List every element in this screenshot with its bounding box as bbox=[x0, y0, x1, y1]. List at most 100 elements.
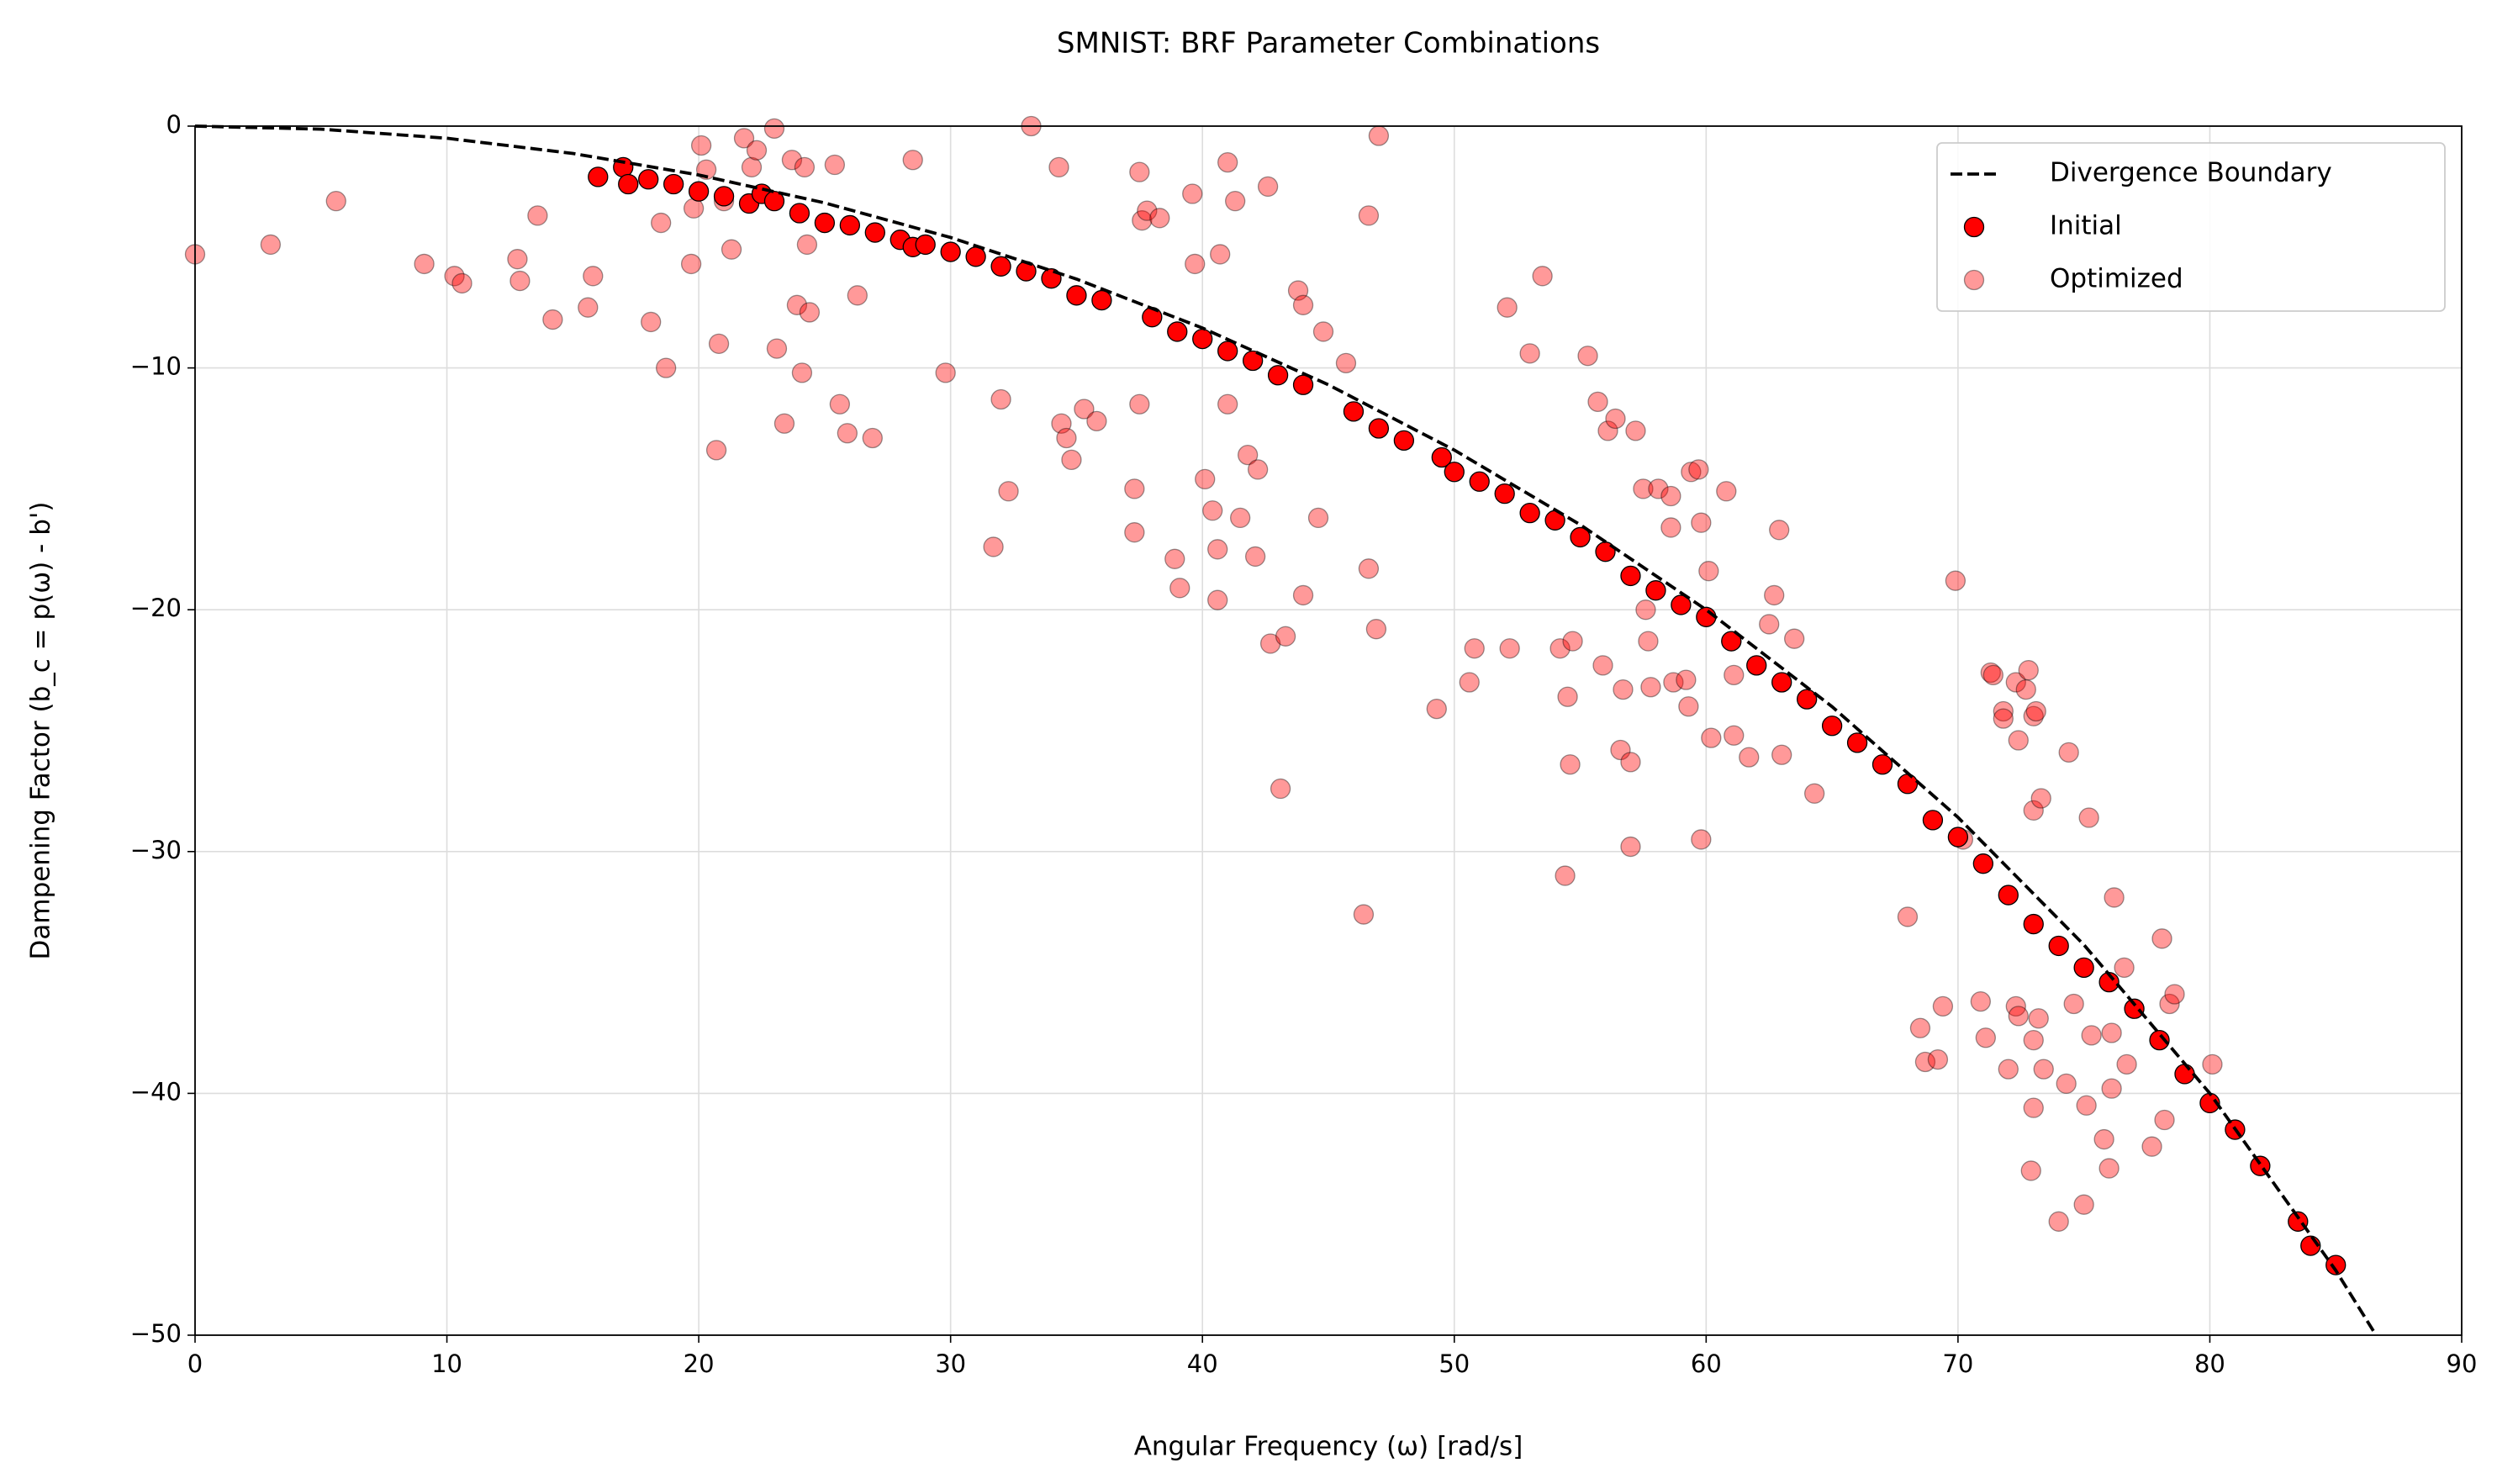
scatter-point bbox=[1625, 420, 1646, 441]
scatter-point bbox=[1613, 679, 1634, 700]
scatter-point bbox=[1998, 1059, 2019, 1080]
scatter-point bbox=[2164, 984, 2185, 1005]
scatter-point bbox=[1358, 205, 1380, 226]
scatter-point bbox=[1061, 449, 1082, 471]
scatter-point bbox=[1897, 906, 1919, 927]
scatter-point bbox=[1124, 522, 1145, 543]
scatter-point bbox=[1871, 754, 1893, 775]
scatter-point bbox=[1592, 655, 1613, 676]
scatter-point bbox=[1671, 594, 1692, 615]
scatter-point bbox=[1292, 584, 1314, 606]
scatter-point bbox=[1242, 350, 1264, 372]
scatter-point bbox=[1016, 261, 1037, 282]
scatter-point bbox=[1048, 156, 1069, 178]
scatter-point bbox=[746, 140, 768, 161]
scatter-point bbox=[509, 270, 531, 292]
scatter-point bbox=[618, 173, 639, 195]
scatter-point bbox=[325, 191, 346, 212]
boundary-line bbox=[194, 124, 2378, 1337]
scatter-point bbox=[1678, 696, 1699, 717]
scatter-point bbox=[1365, 619, 1387, 640]
scatter-point bbox=[1142, 307, 1163, 328]
scatter-point bbox=[2073, 1194, 2094, 1215]
scatter-point bbox=[1947, 826, 1969, 848]
scatter-point bbox=[1914, 1051, 1936, 1073]
scatter-point bbox=[837, 423, 858, 444]
scatter-point bbox=[1698, 561, 1719, 582]
scatter-point bbox=[1259, 633, 1281, 654]
scatter-point bbox=[1368, 125, 1390, 146]
scatter-point bbox=[990, 256, 1011, 277]
scatter-point bbox=[1066, 285, 1087, 306]
scatter-point bbox=[2063, 993, 2084, 1015]
scatter-point bbox=[1797, 689, 1818, 710]
scatter-point bbox=[983, 536, 1004, 557]
scatter-point bbox=[1648, 478, 1669, 499]
x-tick-label: 70 bbox=[1942, 1349, 1973, 1378]
scatter-point bbox=[766, 338, 788, 359]
scatter-point bbox=[2018, 659, 2039, 681]
scatter-point bbox=[1393, 430, 1415, 452]
scatter-point bbox=[2023, 1097, 2044, 1118]
y-tick-label: −50 bbox=[130, 1319, 182, 1348]
scatter-point bbox=[1257, 176, 1279, 198]
x-tick-label: 10 bbox=[431, 1349, 462, 1378]
scatter-point bbox=[1124, 478, 1145, 499]
scatter-point bbox=[1633, 478, 1654, 499]
scatter-point bbox=[1980, 662, 2001, 684]
scatter-point bbox=[578, 297, 599, 318]
scatter-point bbox=[1499, 638, 1520, 659]
scatter-point bbox=[1784, 628, 1805, 649]
scatter-point bbox=[1358, 558, 1380, 579]
legend-label: Divergence Boundary bbox=[2050, 158, 2332, 188]
scatter-point bbox=[1975, 1027, 1996, 1048]
scatter-point bbox=[1275, 626, 1296, 647]
scatter-point bbox=[1769, 520, 1790, 541]
scatter-point bbox=[1217, 151, 1238, 173]
scatter-point bbox=[1368, 418, 1390, 439]
scatter-point bbox=[1519, 343, 1540, 364]
scatter-point bbox=[864, 222, 885, 243]
scatter-point bbox=[1610, 739, 1631, 761]
scatter-point bbox=[814, 212, 836, 234]
scatter-point bbox=[1759, 614, 1780, 635]
scatter-point bbox=[2008, 730, 2029, 751]
scatter-point bbox=[2151, 928, 2172, 949]
scatter-point bbox=[507, 249, 528, 270]
scatter-point bbox=[1091, 289, 1112, 311]
scatter-point bbox=[1292, 374, 1314, 395]
y-tick-label: −10 bbox=[130, 352, 182, 381]
scatter-point bbox=[1945, 570, 1966, 591]
scatter-point bbox=[1724, 664, 1745, 686]
scatter-point bbox=[527, 205, 548, 226]
scatter-point bbox=[2048, 935, 2069, 957]
scatter-point bbox=[1577, 346, 1598, 367]
scatter-point bbox=[1431, 446, 1452, 468]
scatter-point bbox=[1562, 631, 1583, 652]
scatter-point bbox=[2325, 1254, 2347, 1275]
scatter-point bbox=[940, 241, 961, 262]
scatter-point bbox=[965, 246, 986, 267]
scatter-point bbox=[1560, 754, 1581, 775]
scatter-point bbox=[2101, 1022, 2122, 1043]
scatter-point bbox=[721, 239, 742, 260]
scatter-point bbox=[683, 198, 705, 219]
scatter-point bbox=[2056, 1073, 2077, 1095]
legend: Divergence Boundary Initial Optimized bbox=[1936, 142, 2446, 312]
scatter-point bbox=[1519, 503, 1540, 524]
scatter-point bbox=[1217, 393, 1238, 415]
scatter-point bbox=[663, 173, 684, 195]
scatter-point bbox=[796, 234, 818, 256]
scatter-point bbox=[2005, 672, 2026, 693]
scatter-point bbox=[1132, 210, 1153, 231]
scatter-point bbox=[1267, 365, 1289, 386]
plot-frame bbox=[194, 125, 2463, 1336]
scatter-point bbox=[1701, 727, 1722, 748]
scatter-point bbox=[2159, 993, 2180, 1015]
scatter-point bbox=[1497, 297, 1518, 318]
y-tick-label: −30 bbox=[130, 836, 182, 864]
legend-box bbox=[1936, 142, 2446, 312]
scatter-point bbox=[2174, 1064, 2195, 1085]
